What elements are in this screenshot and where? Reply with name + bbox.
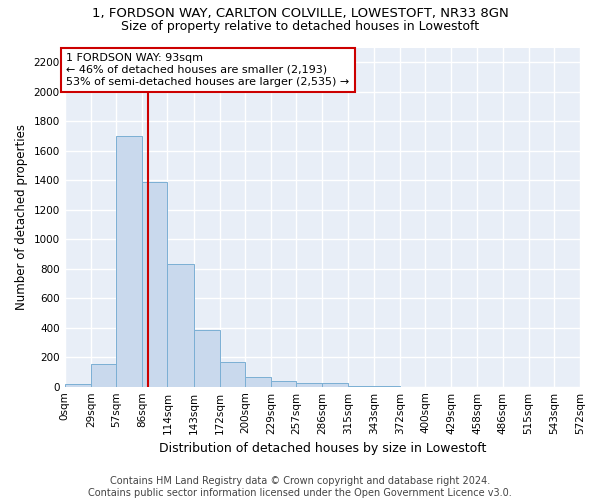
Text: 1, FORDSON WAY, CARLTON COLVILLE, LOWESTOFT, NR33 8GN: 1, FORDSON WAY, CARLTON COLVILLE, LOWEST… (92, 8, 508, 20)
Bar (193, 330, 220, 386)
Bar (167, 264, 193, 386)
Text: Size of property relative to detached houses in Lowestoft: Size of property relative to detached ho… (121, 20, 479, 33)
Bar (116, 136, 142, 386)
Bar (296, 382, 322, 386)
Bar (245, 377, 271, 386)
Bar (91, 364, 116, 386)
Bar (271, 381, 296, 386)
Text: 1 FORDSON WAY: 93sqm
← 46% of detached houses are smaller (2,193)
53% of semi-de: 1 FORDSON WAY: 93sqm ← 46% of detached h… (67, 54, 350, 86)
X-axis label: Distribution of detached houses by size in Lowestoft: Distribution of detached houses by size … (158, 442, 486, 455)
Bar (142, 182, 167, 386)
Bar (322, 382, 349, 386)
Text: Contains HM Land Registry data © Crown copyright and database right 2024.
Contai: Contains HM Land Registry data © Crown c… (88, 476, 512, 498)
Y-axis label: Number of detached properties: Number of detached properties (15, 124, 28, 310)
Bar (65, 384, 91, 386)
Bar (220, 362, 245, 386)
